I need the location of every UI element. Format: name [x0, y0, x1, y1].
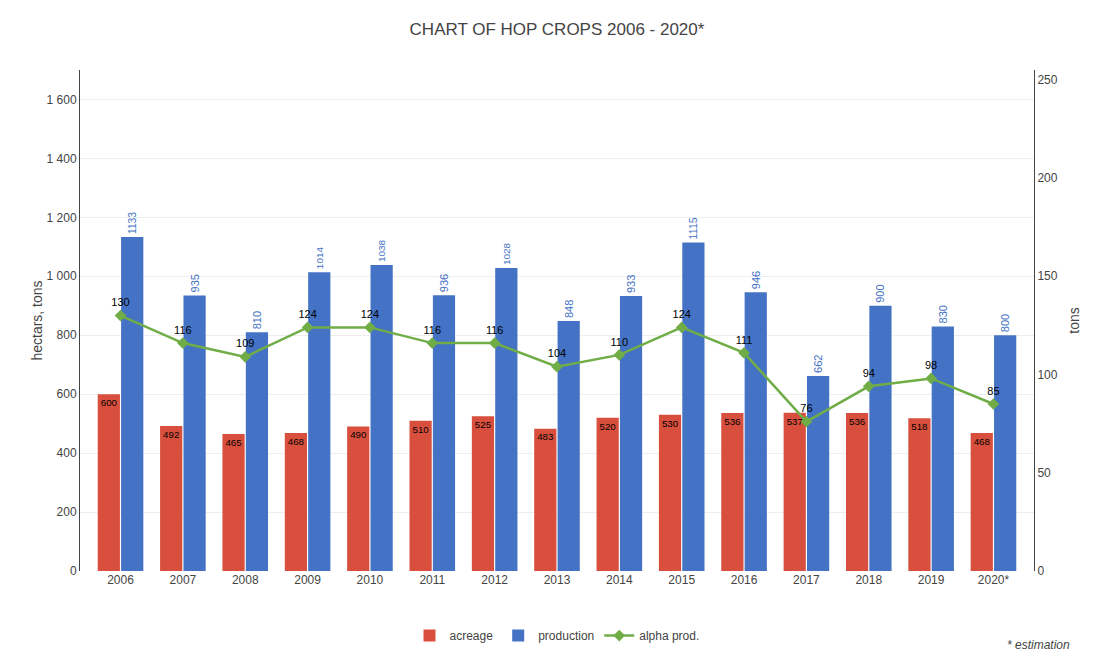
- svg-text:250: 250: [1037, 73, 1057, 87]
- svg-text:200: 200: [57, 505, 77, 519]
- svg-text:tons: tons: [1066, 307, 1082, 333]
- svg-text:CHART OF HOP CROPS 2006 - 2020: CHART OF HOP CROPS 2006 - 2020*: [410, 20, 705, 39]
- svg-text:1 400: 1 400: [47, 152, 77, 166]
- svg-text:94: 94: [863, 367, 875, 379]
- svg-text:525: 525: [475, 419, 491, 430]
- svg-text:483: 483: [537, 431, 553, 442]
- svg-text:830: 830: [937, 305, 949, 323]
- svg-text:468: 468: [974, 436, 990, 447]
- svg-text:116: 116: [174, 324, 192, 336]
- svg-text:100: 100: [1037, 368, 1057, 382]
- svg-text:2019: 2019: [918, 573, 945, 587]
- svg-text:2010: 2010: [357, 573, 384, 587]
- svg-text:acreage: acreage: [450, 629, 494, 643]
- svg-text:2018: 2018: [855, 573, 882, 587]
- svg-text:1 200: 1 200: [47, 211, 77, 225]
- svg-text:600: 600: [101, 397, 118, 408]
- svg-text:848: 848: [563, 300, 575, 318]
- svg-text:400: 400: [57, 446, 77, 460]
- svg-text:465: 465: [225, 437, 241, 448]
- svg-text:936: 936: [438, 274, 450, 292]
- svg-text:130: 130: [111, 296, 129, 308]
- svg-text:468: 468: [288, 436, 304, 447]
- svg-text:2016: 2016: [731, 573, 758, 587]
- svg-text:116: 116: [424, 324, 442, 336]
- svg-text:2009: 2009: [294, 573, 321, 587]
- svg-text:hectars, tons: hectars, tons: [29, 280, 45, 360]
- svg-text:492: 492: [163, 429, 179, 440]
- svg-text:85: 85: [987, 385, 999, 397]
- svg-text:1038: 1038: [376, 239, 387, 262]
- svg-text:200: 200: [1037, 171, 1057, 185]
- svg-text:2006: 2006: [107, 573, 134, 587]
- svg-text:2012: 2012: [481, 573, 508, 587]
- svg-text:536: 536: [849, 416, 865, 427]
- svg-text:536: 536: [724, 416, 740, 427]
- svg-text:2011: 2011: [419, 573, 445, 587]
- svg-text:2020*: 2020*: [978, 573, 1010, 587]
- svg-text:510: 510: [413, 424, 430, 435]
- svg-text:946: 946: [750, 271, 762, 289]
- svg-text:1 600: 1 600: [47, 93, 77, 107]
- svg-text:124: 124: [361, 308, 379, 320]
- svg-text:116: 116: [486, 324, 504, 336]
- svg-text:1014: 1014: [314, 247, 325, 270]
- svg-text:110: 110: [611, 336, 629, 348]
- svg-text:600: 600: [57, 387, 77, 401]
- svg-text:124: 124: [673, 308, 691, 320]
- svg-text:alpha prod.: alpha prod.: [639, 629, 699, 643]
- svg-text:900: 900: [874, 284, 886, 302]
- svg-text:111: 111: [736, 334, 753, 346]
- svg-text:810: 810: [251, 311, 263, 329]
- svg-text:50: 50: [1037, 466, 1051, 480]
- svg-text:150: 150: [1037, 269, 1057, 283]
- svg-text:1028: 1028: [501, 242, 512, 265]
- svg-text:2015: 2015: [668, 573, 695, 587]
- svg-text:2017: 2017: [793, 573, 820, 587]
- svg-text:2013: 2013: [544, 573, 571, 587]
- svg-text:2014: 2014: [606, 573, 633, 587]
- svg-text:530: 530: [662, 418, 679, 429]
- svg-text:* estimation: * estimation: [1007, 638, 1070, 652]
- svg-text:1115: 1115: [687, 217, 699, 239]
- svg-text:124: 124: [298, 308, 316, 320]
- svg-text:800: 800: [57, 328, 77, 342]
- svg-text:109: 109: [236, 337, 254, 349]
- svg-text:537: 537: [787, 416, 803, 427]
- svg-text:1 000: 1 000: [47, 269, 77, 283]
- svg-text:2008: 2008: [232, 573, 259, 587]
- svg-text:2007: 2007: [170, 573, 197, 587]
- svg-text:76: 76: [800, 402, 812, 414]
- svg-text:518: 518: [911, 421, 927, 432]
- svg-text:520: 520: [600, 421, 617, 432]
- svg-text:935: 935: [189, 274, 201, 292]
- svg-text:98: 98: [925, 359, 937, 371]
- svg-text:1133: 1133: [127, 212, 138, 234]
- svg-text:662: 662: [812, 355, 824, 373]
- svg-text:933: 933: [625, 275, 637, 293]
- svg-text:800: 800: [999, 314, 1011, 332]
- svg-text:104: 104: [548, 347, 566, 359]
- svg-text:0: 0: [70, 564, 77, 578]
- svg-text:0: 0: [1037, 564, 1044, 578]
- svg-text:490: 490: [350, 429, 367, 440]
- svg-text:production: production: [538, 629, 594, 643]
